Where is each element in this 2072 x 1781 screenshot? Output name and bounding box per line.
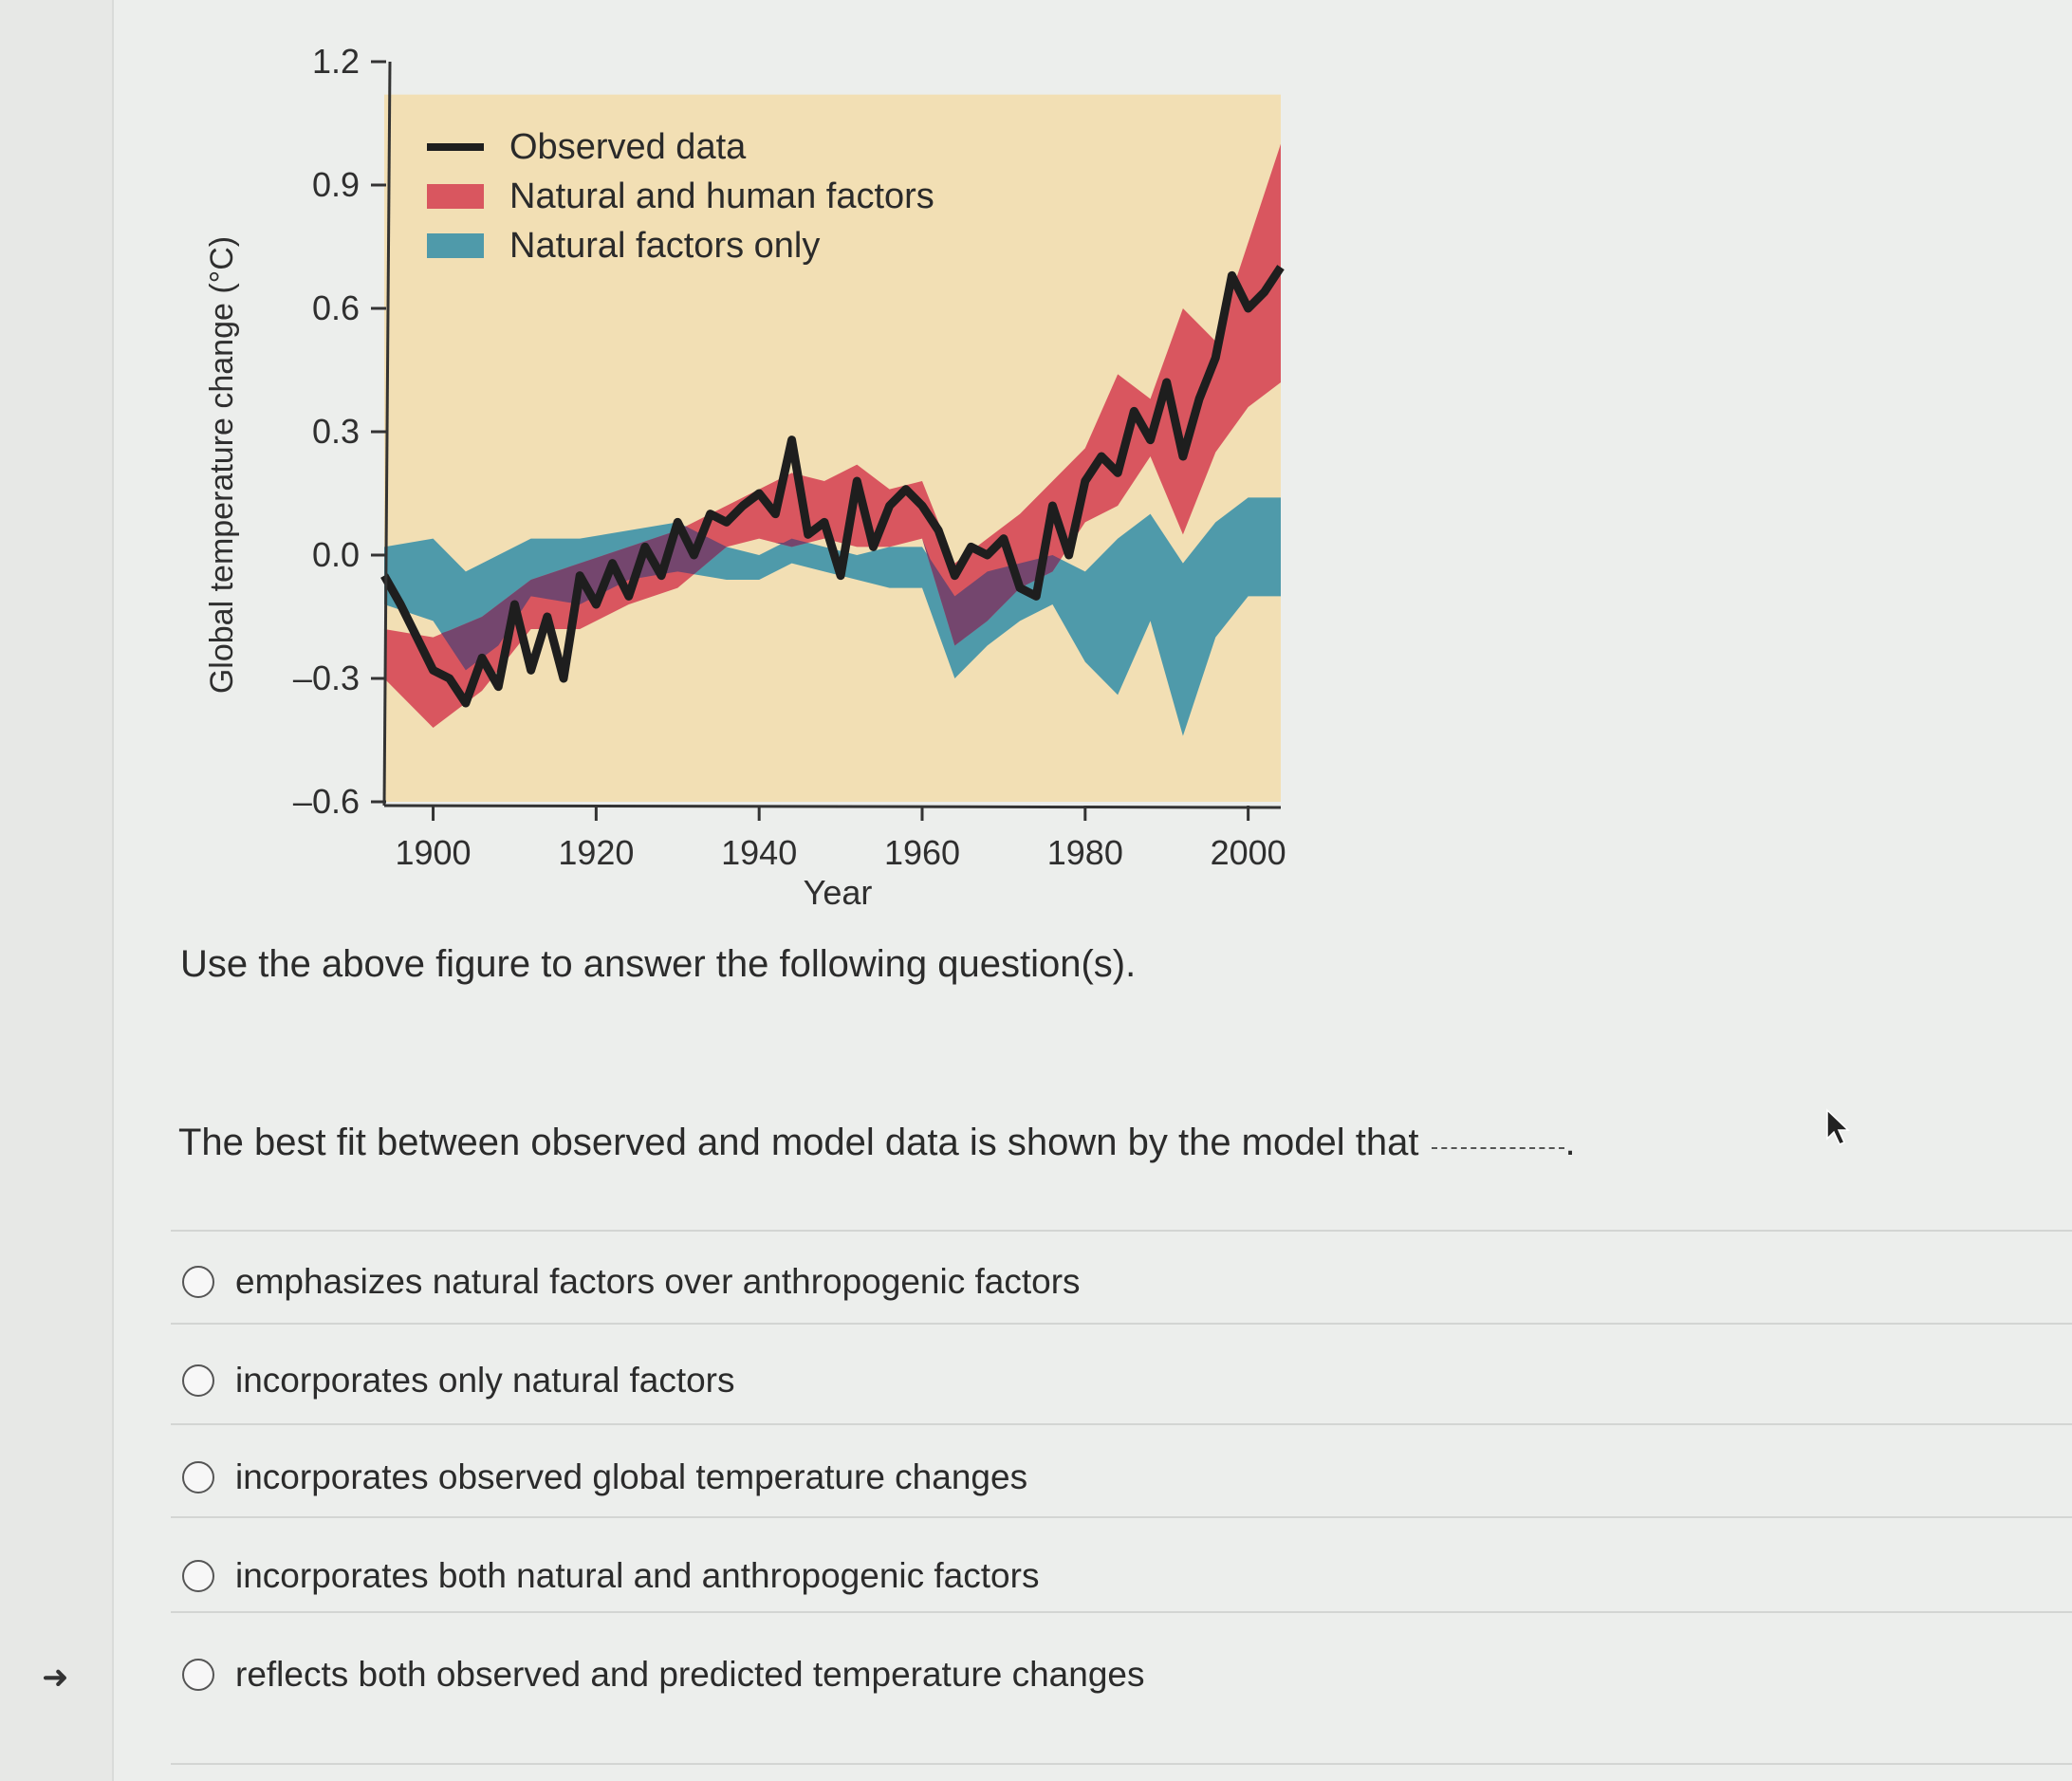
y-tick-label: –0.3: [293, 659, 360, 697]
radio-button[interactable]: [182, 1659, 214, 1691]
legend-label: Natural and human factors: [509, 176, 934, 216]
x-ticks: 1900 1920 1940 1960 1980 2000: [395, 806, 1286, 872]
answer-option-label: emphasizes natural factors over anthropo…: [235, 1262, 1081, 1301]
answer-option-4[interactable]: incorporates both natural and anthropoge…: [182, 1556, 1039, 1596]
legend-swatch: [427, 184, 484, 209]
y-tick-label: 0.3: [312, 412, 360, 451]
radio-button[interactable]: [182, 1461, 214, 1493]
divider: [171, 1423, 2072, 1425]
answer-option-label: reflects both observed and predicted tem…: [235, 1655, 1145, 1694]
observed-line: [380, 265, 1285, 708]
x-axis-line: [383, 804, 1282, 809]
y-tick-label: –0.6: [293, 782, 360, 821]
divider: [171, 1763, 2072, 1765]
radio-button[interactable]: [182, 1364, 214, 1397]
divider: [171, 1323, 2072, 1325]
y-tick-label: 0.6: [312, 288, 360, 327]
mouse-pointer-icon: [1826, 1108, 1850, 1145]
answer-option-5[interactable]: reflects both observed and predicted tem…: [182, 1655, 1144, 1695]
arrow-icon: ➜: [42, 1660, 69, 1696]
answer-blank: [1432, 1147, 1565, 1149]
divider: [171, 1230, 2072, 1232]
y-axis-label: Global temperature change (°C): [204, 236, 240, 694]
divider: [171, 1516, 2072, 1518]
answer-option-label: incorporates only natural factors: [235, 1361, 735, 1400]
question-period: .: [1564, 1122, 1576, 1163]
answer-option-label: incorporates observed global temperature…: [235, 1457, 1028, 1496]
y-tick-label: 1.2: [312, 42, 360, 81]
y-axis-line: [382, 61, 392, 807]
legend-label: Observed data: [509, 127, 747, 167]
y-tick-label: 0.9: [312, 165, 360, 204]
answer-option-2[interactable]: incorporates only natural factors: [182, 1361, 735, 1401]
x-axis-label: Year: [804, 873, 873, 912]
x-tick-label: 1900: [395, 833, 471, 872]
answer-option-3[interactable]: incorporates observed global temperature…: [182, 1457, 1027, 1497]
x-tick-label: 2000: [1211, 833, 1286, 872]
band-overlap-area: [384, 382, 1281, 671]
radio-button[interactable]: [182, 1560, 214, 1592]
answer-option-label: incorporates both natural and anthropoge…: [235, 1556, 1040, 1595]
legend: Observed data Natural and human factors Na…: [427, 127, 934, 266]
x-tick-label: 1940: [721, 833, 797, 872]
legend-swatch: [427, 233, 484, 258]
question-stem: The best fit between observed and model …: [178, 1122, 1576, 1164]
y-tick-label: 0.0: [312, 535, 360, 574]
band-overlap: [384, 382, 1281, 671]
divider: [171, 1611, 2072, 1613]
answer-option-1[interactable]: emphasizes natural factors over anthropo…: [182, 1262, 1081, 1302]
question-text: The best fit between observed and model …: [178, 1122, 1419, 1163]
x-tick-label: 1980: [1047, 833, 1123, 872]
y-ticks: 1.2 0.9 0.6 0.3 0.0 –0.3 –0.6: [293, 42, 386, 821]
observed-data-line: [380, 265, 1285, 708]
x-tick-label: 1960: [884, 833, 960, 872]
intro-text: Use the above figure to answer the follo…: [180, 943, 1137, 985]
x-tick-label: 1920: [558, 833, 634, 872]
temperature-chart: 1.2 0.9 0.6 0.3 0.0 –0.3 –0.6 1900 1920 1940 1960…: [204, 42, 1286, 912]
legend-label: Natural factors only: [509, 226, 820, 266]
radio-button[interactable]: [182, 1266, 214, 1298]
axes: [382, 61, 1282, 809]
